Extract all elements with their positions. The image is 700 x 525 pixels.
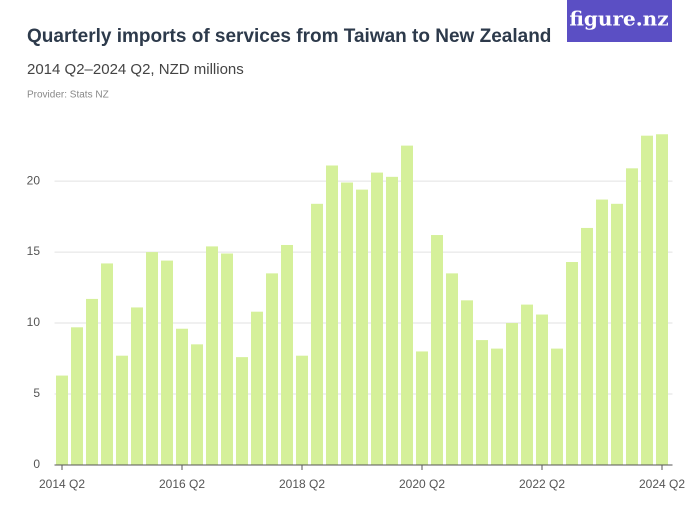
bar [221, 253, 233, 465]
bar [281, 244, 293, 465]
bar [446, 273, 458, 465]
y-tick-label: 20 [27, 173, 41, 187]
bar [356, 189, 368, 465]
bar [431, 235, 443, 465]
y-tick-label: 15 [27, 244, 41, 258]
bar [551, 348, 563, 465]
bar [251, 311, 263, 465]
bar [191, 344, 203, 465]
bar [266, 273, 278, 465]
bar [236, 357, 248, 465]
logo-box [567, 0, 672, 42]
bar [101, 263, 113, 465]
bar [296, 355, 308, 465]
bar [416, 351, 428, 465]
bar [341, 182, 353, 465]
bar [401, 145, 413, 465]
bar [476, 340, 488, 465]
bar [131, 307, 143, 465]
x-tick-label: 2014 Q2 [39, 477, 85, 491]
x-tick-label: 2016 Q2 [159, 477, 205, 491]
bar [86, 298, 98, 465]
bar [611, 203, 623, 466]
bar [626, 168, 638, 465]
chart-subtitle: 2014 Q2–2024 Q2, NZD millions [27, 61, 244, 78]
bar [521, 304, 533, 465]
x-tick-label: 2024 Q2 [639, 477, 685, 491]
x-tick-label: 2018 Q2 [279, 477, 325, 491]
bar [656, 134, 668, 465]
bar [326, 165, 338, 465]
y-tick-label: 0 [33, 457, 40, 471]
bar [161, 260, 173, 465]
bar [536, 314, 548, 465]
bar [206, 246, 218, 465]
bar [176, 328, 188, 465]
bar [371, 172, 383, 465]
source: Provider: Stats NZ [27, 90, 109, 101]
x-tick-label: 2020 Q2 [399, 477, 445, 491]
bar [491, 348, 503, 465]
x-tick-label: 2022 Q2 [519, 477, 565, 491]
y-tick-label: 5 [33, 386, 40, 400]
y-tick-label: 10 [27, 315, 41, 329]
bar [386, 176, 398, 466]
logo[interactable]: figure.nz [569, 7, 668, 31]
bar [566, 262, 578, 465]
bar [116, 355, 128, 465]
bar [641, 135, 653, 465]
bar [56, 375, 68, 465]
bar [506, 323, 518, 465]
bar [71, 327, 83, 465]
bar [146, 252, 158, 465]
chart-title: Quarterly imports of services from Taiwa… [27, 26, 551, 47]
bar [461, 300, 473, 465]
bar [311, 203, 323, 466]
bar [596, 199, 608, 465]
bar [581, 227, 593, 465]
